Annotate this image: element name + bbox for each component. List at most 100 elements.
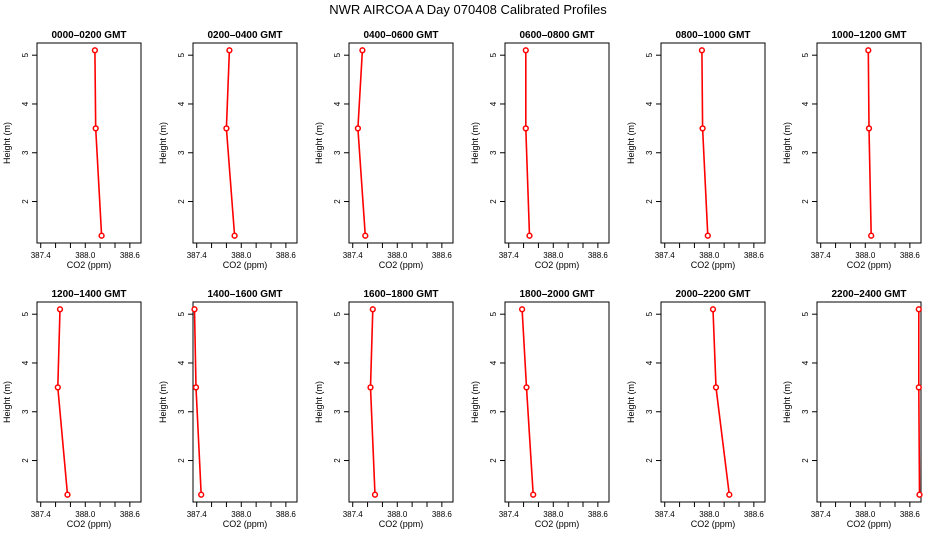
profile-line: [867, 50, 872, 236]
data-point: [526, 232, 533, 239]
data-point: [865, 125, 873, 132]
y-tick-label: 3: [333, 150, 342, 155]
panel-title: 0600–0800 GMT: [519, 30, 594, 41]
y-tick-label: 2: [177, 458, 186, 463]
x-tick-label: 387.4: [499, 510, 520, 519]
x-axis: 387.4 388.0 388.6 CO2 (ppm): [499, 502, 608, 529]
y-axis-label: Height (m): [158, 122, 168, 164]
x-axis: 387.4 388.0 388.6 CO2 (ppm): [655, 502, 764, 529]
x-tick-label: 388.0: [699, 251, 720, 260]
y-tick-label: 5: [177, 311, 186, 316]
y-tick-label: 3: [177, 409, 186, 414]
data-point: [98, 232, 105, 239]
x-axis-label: CO2 (ppm): [379, 260, 424, 270]
y-axis: 2 3 4 5 Height (m): [158, 311, 193, 463]
x-tick-label: 388.0: [699, 510, 720, 519]
profile-line: [521, 309, 534, 495]
y-tick-label: 4: [489, 101, 498, 106]
y-axis-label: Height (m): [782, 381, 792, 423]
x-tick-label: 387.4: [31, 510, 52, 519]
y-axis-label: Height (m): [2, 381, 12, 423]
x-tick-label: 387.4: [655, 251, 676, 260]
x-tick-label: 388.0: [231, 510, 252, 519]
data-point: [699, 125, 706, 132]
y-tick-label: 5: [645, 52, 654, 57]
x-axis: 387.4 388.0 388.6 CO2 (ppm): [811, 502, 920, 529]
y-tick-label: 4: [333, 360, 342, 365]
y-axis-label: Height (m): [626, 381, 636, 423]
y-tick-label: 2: [489, 199, 498, 204]
y-tick-label: 4: [645, 360, 654, 365]
x-tick-label: 387.4: [811, 510, 832, 519]
y-axis: 2 3 4 5 Height (m): [158, 52, 193, 204]
x-axis-label: CO2 (ppm): [535, 260, 580, 270]
y-tick-label: 4: [489, 360, 498, 365]
x-tick-label: 387.4: [187, 510, 208, 519]
data-point: [698, 47, 706, 54]
plot-frame: [816, 301, 922, 503]
data-point: [223, 125, 230, 132]
x-axis: 387.4 388.0 388.6 CO2 (ppm): [187, 502, 296, 529]
y-axis: 2 3 4 5 Height (m): [314, 311, 349, 463]
panel-title: 1000–1200 GMT: [831, 30, 906, 41]
data-point: [198, 491, 205, 498]
plot-frame: [660, 42, 766, 244]
y-axis-label: Height (m): [2, 122, 12, 164]
profile-line: [357, 50, 367, 236]
y-axis: 2 3 4 5 Height (m): [626, 52, 661, 204]
data-point: [91, 47, 99, 54]
y-tick-label: 2: [177, 199, 186, 204]
profile-line: [56, 309, 69, 495]
data-point: [709, 306, 717, 313]
data-point: [915, 306, 922, 313]
data-point: [865, 47, 872, 54]
x-tick-label: 387.4: [31, 251, 52, 260]
data-point: [530, 491, 537, 498]
data-point: [367, 384, 374, 391]
x-tick-label: 388.0: [387, 510, 408, 519]
x-axis-label: CO2 (ppm): [847, 260, 892, 270]
y-axis-label: Height (m): [158, 381, 168, 423]
y-tick-label: 5: [801, 311, 810, 316]
plot-frame: [660, 301, 766, 503]
y-tick-label: 5: [333, 311, 342, 316]
y-tick-label: 3: [21, 409, 30, 414]
x-tick-label: 387.4: [499, 251, 520, 260]
data-point: [354, 125, 362, 132]
x-axis-label: CO2 (ppm): [535, 519, 580, 529]
profile-panel: 0400–0600 GMT 387.4 388.0 388.6 CO2 (ppm) 2 3 4…: [314, 30, 454, 270]
y-axis-label: Height (m): [470, 122, 480, 164]
y-tick-label: 2: [489, 458, 498, 463]
x-axis-label: CO2 (ppm): [691, 519, 736, 529]
panel-title: 1800–2000 GMT: [519, 289, 594, 300]
y-tick-label: 3: [489, 409, 498, 414]
data-point: [518, 306, 526, 313]
profile-line: [369, 309, 376, 495]
x-tick-label: 388.6: [432, 510, 453, 519]
x-axis: 387.4 388.0 388.6 CO2 (ppm): [31, 243, 140, 270]
y-tick-label: 4: [177, 101, 186, 106]
y-axis: 2 3 4 5 Height (m): [2, 311, 37, 463]
x-tick-label: 388.6: [120, 510, 141, 519]
x-axis-label: CO2 (ppm): [691, 260, 736, 270]
x-axis-label: CO2 (ppm): [379, 519, 424, 529]
panel-title: 2000–2200 GMT: [675, 289, 750, 300]
data-point: [704, 232, 711, 239]
profile-line: [701, 50, 709, 236]
y-tick-label: 3: [801, 150, 810, 155]
x-tick-label: 388.0: [543, 251, 564, 260]
y-tick-label: 2: [21, 199, 30, 204]
profile-panel: 1000–1200 GMT 387.4 388.0 388.6 CO2 (ppm) 2 3 4…: [782, 30, 922, 270]
x-axis-label: CO2 (ppm): [67, 260, 112, 270]
x-tick-label: 387.4: [343, 251, 364, 260]
x-tick-label: 388.0: [387, 251, 408, 260]
profile-line: [524, 50, 531, 236]
x-tick-label: 387.4: [811, 251, 832, 260]
figure-title: NWR AIRCOA A Day 070408 Calibrated Profi…: [329, 2, 607, 17]
y-tick-label: 5: [801, 52, 810, 57]
data-point: [868, 232, 875, 239]
x-tick-label: 388.0: [231, 251, 252, 260]
data-point: [226, 47, 233, 54]
y-tick-label: 2: [333, 199, 342, 204]
y-axis: 2 3 4 5 Height (m): [626, 311, 661, 463]
